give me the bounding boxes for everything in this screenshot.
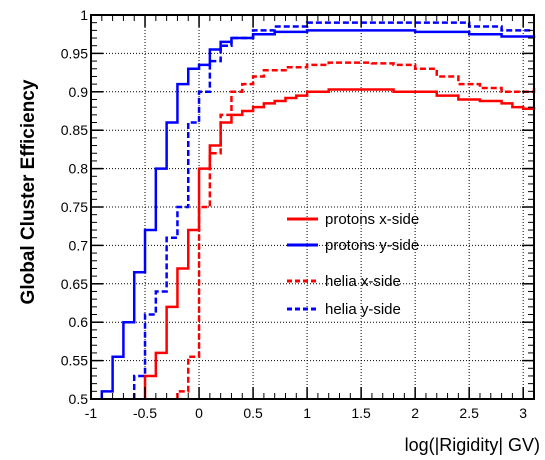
legend-label-protons-y: protons y-side — [325, 237, 419, 254]
axis-ticks — [90, 14, 535, 400]
y-tick-label: 0.7 — [69, 237, 89, 253]
x-tick-label: 1.5 — [351, 405, 371, 421]
legend: protons x-side protons y-side helia x-si… — [287, 211, 419, 318]
series-layer — [100, 21, 536, 399]
y-tick-label: 0.8 — [69, 161, 89, 177]
x-tick-label: 1 — [303, 405, 311, 421]
series-line-helia-y-side — [132, 21, 534, 399]
y-axis-title: Global Cluster Efficiency — [18, 79, 39, 304]
legend-label-helia-x: helia x-side — [325, 273, 401, 290]
x-tick-label: 0.5 — [243, 405, 263, 421]
x-tick-label: 2.5 — [459, 405, 479, 421]
legend-label-protons-x: protons x-side — [325, 211, 419, 228]
x-tick-label: 2 — [411, 405, 419, 421]
y-tick-labels: 0.5 0.55 0.6 0.65 0.7 0.75 0.8 0.85 0.9 0.95 1 — [61, 7, 88, 407]
y-tick-label: 0.75 — [61, 199, 88, 215]
y-tick-label: 0.65 — [61, 276, 88, 292]
x-tick-labels: -1 -0.5 0 0.5 1 1.5 2 2.5 3 — [85, 405, 528, 421]
series-line-protons-x-side — [143, 88, 536, 399]
y-tick-label: 0.95 — [61, 45, 88, 61]
series-line-helia-x-side — [176, 61, 536, 399]
y-tick-label: 1 — [80, 7, 88, 23]
y-tick-label: 0.9 — [69, 84, 89, 100]
x-tick-label: -1 — [85, 405, 98, 421]
legend-label-helia-y: helia y-side — [325, 301, 401, 318]
x-tick-label: 3 — [519, 405, 527, 421]
grid-lines — [91, 15, 534, 399]
y-tick-label: 0.6 — [69, 314, 89, 330]
x-tick-label: 0 — [195, 405, 203, 421]
y-tick-label: 0.5 — [69, 391, 89, 407]
y-tick-label: 0.85 — [61, 122, 88, 138]
x-axis-title: log(|Rigidity| GV) — [405, 435, 540, 455]
y-tick-label: 0.55 — [61, 353, 88, 369]
x-tick-label: -0.5 — [133, 405, 157, 421]
